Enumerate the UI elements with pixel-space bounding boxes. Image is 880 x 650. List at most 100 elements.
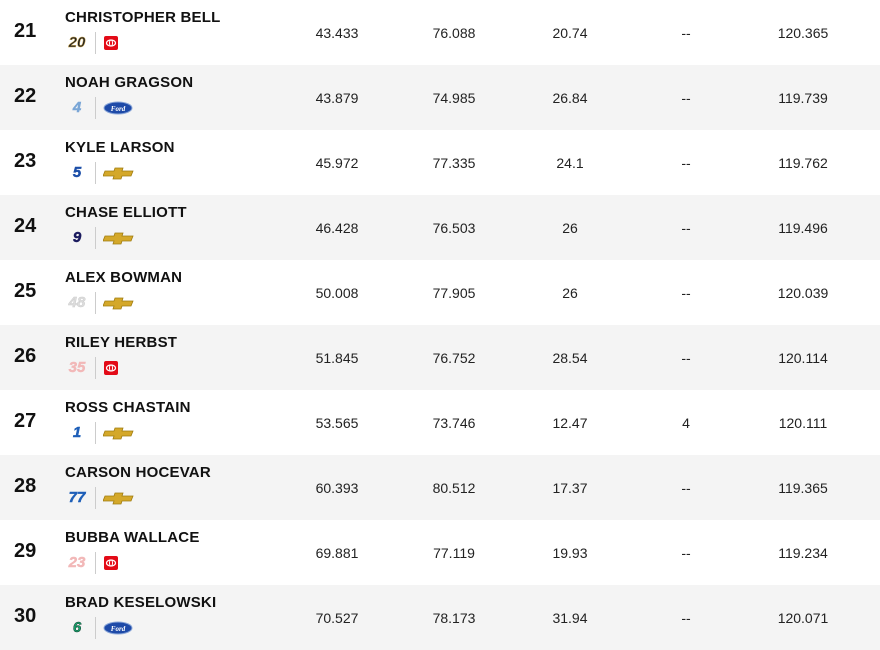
cell: 70.527 [315,610,359,626]
cell: 119.496 [778,220,828,236]
car-number: 1 [72,424,82,442]
car-number: 5 [72,164,82,182]
divider [95,357,96,379]
driver-name: NOAH GRAGSON [65,74,194,91]
divider [95,617,96,639]
position: 27 [14,410,37,432]
cell: 120.039 [777,285,829,301]
cell: -- [681,480,691,496]
divider [95,227,96,249]
table-row: 27 ROSS CHASTAIN 1 53.565 73.746 12.47 4 120.11… [0,390,880,455]
table-row: 25 ALEX BOWMAN 48 50.008 77.905 26 -- 120.039 [0,260,880,325]
cell: 69.881 [315,545,359,561]
cell: 77.119 [433,545,475,561]
cell: 77.335 [432,155,476,171]
ford-logo: Ford [103,101,133,115]
chevrolet-logo [103,427,134,440]
position: 21 [14,20,37,42]
cell: -- [681,25,691,41]
toyota-logo [104,556,118,570]
cell: 4 [682,415,690,431]
divider [95,487,96,509]
cell: 120.111 [778,415,828,431]
cell: 26.84 [552,90,588,106]
cell: -- [681,285,691,301]
position: 23 [14,150,37,172]
position: 25 [14,280,37,302]
divider [95,97,96,119]
cell: 17.37 [552,480,588,496]
cell: 73.746 [432,415,476,431]
cell: 19.93 [552,545,588,561]
cell: 12.47 [552,415,588,431]
cell: -- [681,220,691,236]
cell: -- [681,155,691,171]
divider [95,162,96,184]
cell: 50.008 [315,285,359,301]
driver-name: BUBBA WALLACE [65,529,200,546]
table-row: 23 KYLE LARSON 5 45.972 77.335 24.1 -- 119.762 [0,130,880,195]
car-number: 20 [68,34,86,52]
cell: -- [681,610,691,626]
position: 26 [14,345,37,367]
car-number: 35 [68,359,86,377]
cell: 119.739 [778,90,828,106]
car-number: 23 [68,554,86,572]
driver-name: CHASE ELLIOTT [65,204,187,221]
divider [95,422,96,444]
cell: 24.1 [556,155,584,171]
divider [95,552,96,574]
toyota-logo [104,361,118,375]
cell: 78.173 [432,610,476,626]
car-number: 9 [72,229,82,247]
cell: 76.752 [432,350,476,366]
table-row: 21 CHRISTOPHER BELL 20 43.433 76.088 20.74 -- 1… [0,0,880,65]
car-number: 77 [68,489,86,507]
cell: -- [681,545,691,561]
cell: 43.433 [315,25,359,41]
chevrolet-logo [103,232,134,245]
ford-logo: Ford [103,621,133,635]
driver-name: RILEY HERBST [65,334,178,351]
table-row: 30 BRAD KESELOWSKI 6 Ford 70.527 78.173 31.94 -… [0,585,880,650]
cell: -- [681,90,691,106]
divider [95,292,96,314]
car-number: 48 [68,294,86,312]
cell: -- [681,350,691,366]
table-row: 24 CHASE ELLIOTT 9 46.428 76.503 26 -- 119.496 [0,195,880,260]
cell: 119.762 [778,155,828,171]
cell: 51.845 [315,350,359,366]
cell: 45.972 [315,155,359,171]
driver-name: CARSON HOCEVAR [65,464,211,481]
chevrolet-logo [103,492,134,505]
table-row: 22 NOAH GRAGSON 4 Ford 43.879 74.985 26.84 -- 11… [0,65,880,130]
divider [95,32,96,54]
cell: 119.365 [778,480,828,496]
cell: 80.512 [432,480,476,496]
cell: 43.879 [315,90,359,106]
cell: 28.54 [552,350,588,366]
cell: 119.234 [778,545,828,561]
car-number: 6 [72,619,82,637]
cell: 120.114 [778,350,828,366]
chevrolet-logo [103,167,134,180]
position: 29 [14,540,37,562]
driver-name: ROSS CHASTAIN [65,399,191,416]
cell: 77.905 [432,285,476,301]
cell: 46.428 [315,220,359,236]
driver-name: BRAD KESELOWSKI [65,594,217,611]
position: 30 [14,605,37,627]
cell: 120.071 [777,610,829,626]
cell: 31.94 [552,610,588,626]
driver-name: CHRISTOPHER BELL [65,9,221,26]
table-row: 28 CARSON HOCEVAR 77 60.393 80.512 17.37 -- 119… [0,455,880,520]
position: 28 [14,475,37,497]
cell: 53.565 [315,415,359,431]
cell: 60.393 [315,480,359,496]
chevrolet-logo [103,297,134,310]
position: 22 [14,85,37,107]
svg-text:Ford: Ford [111,625,126,633]
car-number: 4 [72,99,82,117]
